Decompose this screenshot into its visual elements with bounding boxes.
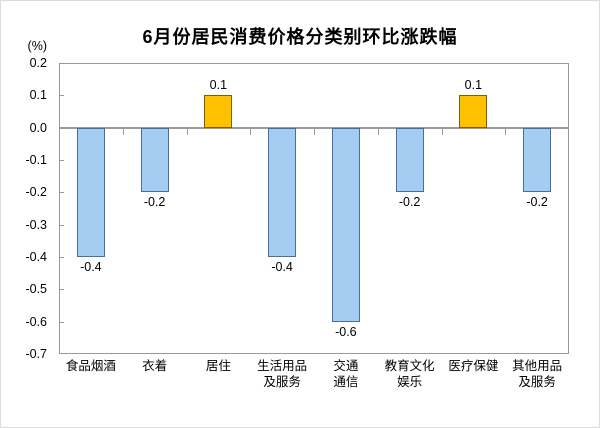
x-axis-tick-mark [314, 128, 315, 135]
x-axis-category-label: 医疗保健 [440, 358, 506, 374]
x-axis-category-label-line: 生活用品 [257, 359, 308, 373]
bar-value-label: 0.1 [464, 78, 483, 93]
bar-value-label: -0.4 [80, 260, 102, 274]
x-axis-tick-mark [505, 128, 506, 135]
y-axis-tick-label: -0.1 [25, 153, 47, 167]
x-axis-tick-mark [123, 128, 124, 135]
x-axis-category-label-line: 通信 [333, 375, 359, 389]
y-axis-tick-label: -0.4 [25, 250, 47, 264]
y-axis-tick-mark [60, 289, 64, 290]
bar-1 [76, 127, 105, 257]
bar-6 [395, 127, 424, 193]
x-axis-category-label: 教育文化 娱乐 [377, 358, 443, 390]
y-axis-tick-mark [60, 192, 64, 193]
x-axis-category-label-line: 教育文化 [384, 359, 435, 373]
x-axis-tick-mark [442, 128, 443, 135]
bar-3 [204, 95, 233, 128]
y-axis-tick-label: 0.2 [29, 56, 47, 70]
y-axis-tick-label: -0.5 [25, 282, 47, 297]
y-axis-tick-label: -0.7 [25, 347, 47, 361]
x-axis-category-label-line: 衣着 [142, 359, 168, 373]
x-axis-category-label: 衣着 [122, 358, 188, 374]
y-axis-tick-label: 0.1 [29, 88, 47, 103]
y-axis-tick-mark [60, 257, 64, 258]
x-axis-tick-mark [187, 128, 188, 135]
bar-value-label: -0.2 [398, 195, 421, 210]
bar-4 [268, 127, 297, 257]
y-axis-tick-mark [60, 225, 64, 226]
bar-7 [459, 95, 488, 128]
x-axis-category-label: 生活用品 及服务 [249, 358, 315, 390]
x-axis-category-label: 交通 通信 [313, 358, 379, 390]
bar-value-label: -0.2 [143, 195, 166, 210]
x-axis-category-label-line: 食品烟酒 [65, 359, 116, 373]
x-axis-category-label-line: 娱乐 [397, 375, 423, 389]
y-axis-tick-label: 0.0 [29, 120, 47, 135]
bar-value-label: 0.1 [209, 78, 228, 93]
bar-value-label: -0.6 [335, 324, 357, 339]
x-axis-category-label-line: 居住 [205, 359, 231, 373]
bar-value-label: -0.4 [271, 260, 293, 274]
bar-value-label: -0.2 [526, 195, 548, 210]
bar-8 [523, 127, 552, 193]
x-axis-category-label: 居住 [185, 358, 251, 374]
x-axis-category-label-line: 及服务 [263, 375, 301, 389]
zero-axis-line [59, 126, 569, 129]
x-axis-category-label-line: 其他用品 [512, 359, 563, 373]
y-axis-tick-label: -0.3 [25, 217, 47, 232]
y-axis-tick-mark [60, 95, 64, 96]
chart-title: 6月份居民消费价格分类别环比涨跌幅 [142, 27, 458, 47]
y-axis-unit-label: (%) [27, 39, 47, 53]
y-axis-tick-mark [60, 160, 64, 161]
y-axis-tick-label: -0.2 [25, 185, 47, 200]
x-axis-tick-mark [378, 128, 379, 135]
y-axis-tick-label: -0.6 [25, 314, 47, 329]
x-axis-category-label: 食品烟酒 [58, 358, 124, 374]
y-axis-tick-mark [60, 322, 64, 323]
x-axis-category-label-line: 及服务 [518, 375, 556, 389]
bar-2 [140, 127, 169, 193]
bar-5 [331, 127, 360, 322]
x-axis-category-label-line: 交通 [333, 359, 359, 373]
x-axis-category-label: 其他用品 及服务 [504, 358, 570, 390]
x-axis-category-label-line: 医疗保健 [448, 359, 499, 373]
x-axis-tick-mark [250, 128, 251, 135]
